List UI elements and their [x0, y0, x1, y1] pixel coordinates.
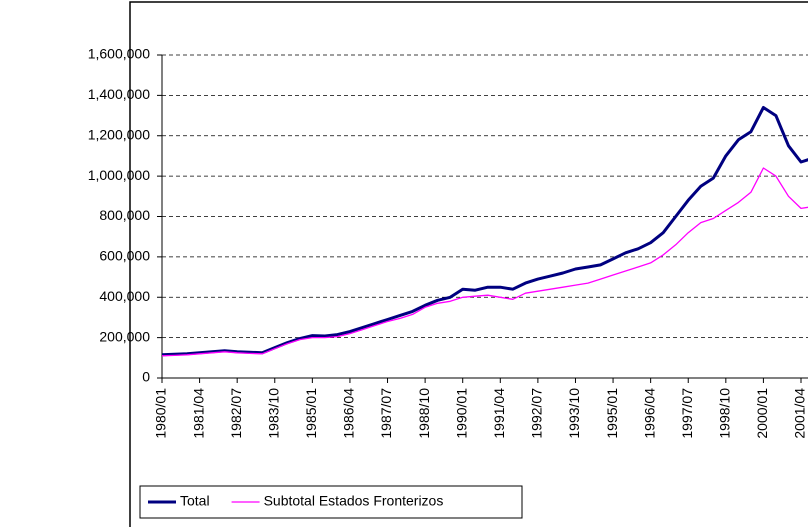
x-tick-label: 1997/07: [679, 388, 695, 439]
x-tick-label: 1981/04: [190, 388, 206, 439]
y-tick-label: 1,200,000: [88, 126, 150, 142]
x-tick-label: 2001/04: [792, 388, 808, 439]
x-tick-label: 1992/07: [529, 388, 545, 439]
chart-frame: [129, 1, 808, 527]
legend-box: [139, 485, 523, 519]
y-tick-label: 400,000: [99, 288, 150, 304]
legend-label: Total: [180, 493, 210, 509]
x-tick-label: 2000/01: [754, 388, 770, 439]
y-tick-label: 800,000: [99, 207, 150, 223]
x-tick-label: 1982/07: [228, 388, 244, 439]
y-tick-label: 1,000,000: [88, 167, 150, 183]
x-tick-label: 1983/10: [265, 388, 281, 439]
series-line: [161, 106, 808, 357]
y-tick-label: 1,600,000: [88, 46, 150, 62]
y-tick-label: 0: [142, 369, 150, 385]
legend-label: Subtotal Estados Fronterizos: [264, 493, 444, 509]
y-tick-label: 600,000: [99, 248, 150, 264]
x-tick-label: 1996/04: [641, 388, 657, 439]
x-tick-label: 1998/10: [717, 388, 733, 439]
y-tick-label: 200,000: [99, 328, 150, 344]
x-tick-label: 1980/01: [153, 388, 169, 439]
series-line: [161, 167, 808, 357]
x-tick-label: 1993/10: [566, 388, 582, 439]
x-tick-label: 1995/01: [604, 388, 620, 439]
x-tick-label: 1986/04: [341, 388, 357, 439]
y-tick-label: 1,400,000: [88, 86, 150, 102]
x-tick-label: 1988/10: [416, 388, 432, 439]
x-tick-label: 1987/07: [378, 388, 394, 439]
x-tick-label: 1990/01: [453, 388, 469, 439]
x-tick-label: 1991/04: [491, 388, 507, 439]
x-tick-label: 1985/01: [303, 388, 319, 439]
